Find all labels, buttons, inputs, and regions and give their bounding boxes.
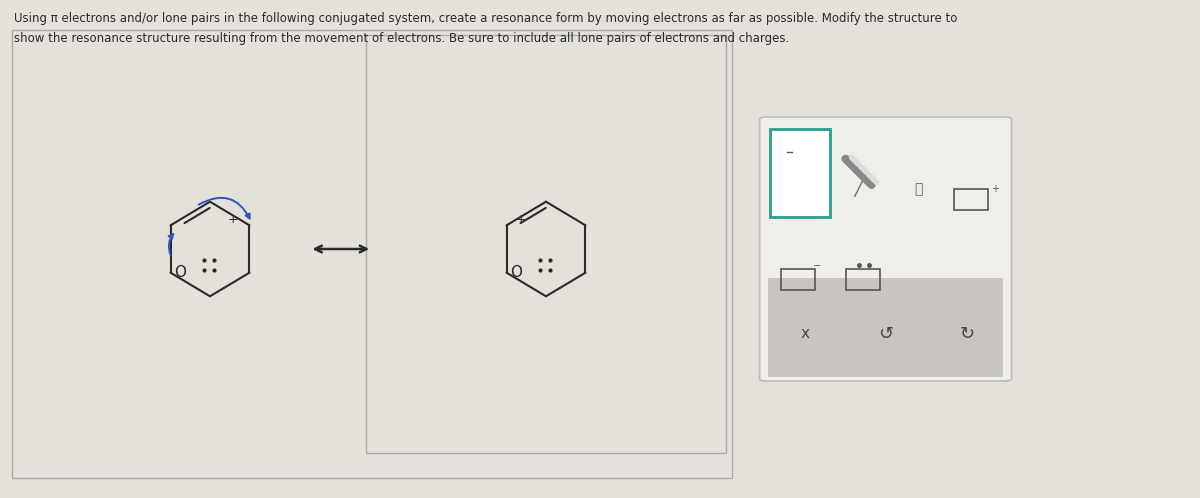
Text: +: + (227, 213, 238, 226)
Bar (770, 129, 830, 217)
Text: ↺: ↺ (878, 325, 893, 343)
FancyArrowPatch shape (852, 157, 876, 182)
Text: ↻: ↻ (960, 325, 974, 343)
Text: +: + (516, 213, 527, 226)
Text: −: − (814, 261, 821, 271)
Bar (846, 269, 880, 290)
Bar (366, 35, 726, 453)
Text: +: + (991, 184, 1000, 194)
Bar (12, 30, 732, 478)
FancyArrowPatch shape (169, 234, 173, 255)
Text: O: O (174, 265, 186, 280)
FancyArrowPatch shape (846, 159, 871, 185)
Text: O: O (510, 265, 522, 280)
Bar (768, 278, 1003, 377)
FancyBboxPatch shape (760, 117, 1012, 381)
Bar (954, 189, 988, 210)
Bar (781, 269, 815, 290)
Text: show the resonance structure resulting from the movement of electrons. Be sure t: show the resonance structure resulting f… (14, 32, 790, 45)
Text: /: / (854, 180, 862, 199)
FancyArrowPatch shape (199, 198, 250, 219)
Text: Using π electrons and/or lone pairs in the following conjugated system, create a: Using π electrons and/or lone pairs in t… (14, 12, 958, 25)
Text: ✋: ✋ (914, 182, 922, 196)
Text: x: x (800, 326, 810, 341)
